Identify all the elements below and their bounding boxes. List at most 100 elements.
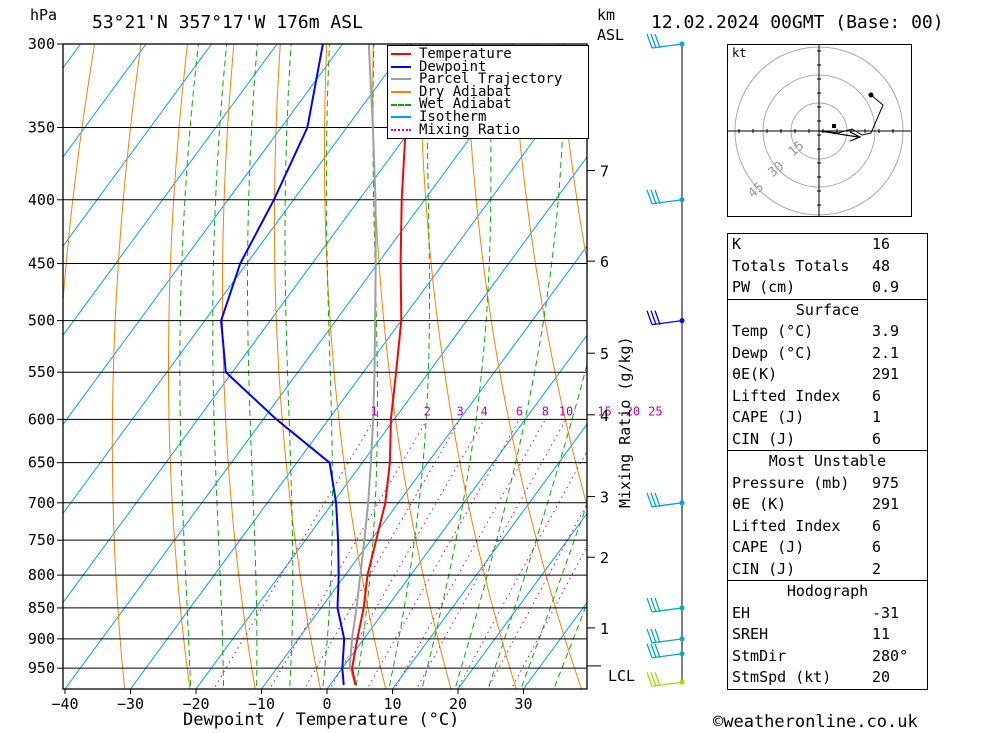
table-row: CAPE (J) 6 [728, 537, 927, 559]
table-row: θE(K) 291 [728, 364, 927, 386]
wind-barb [646, 310, 683, 326]
table-value: 48 [872, 256, 891, 275]
legend-label: Parcel Trajectory [419, 71, 563, 88]
table-label: Temp (°C) [732, 322, 814, 340]
pressure-tick-label: 500 [28, 312, 55, 330]
hodograph-stats-title: Hodograph [786, 582, 869, 600]
mixing-ratio-line [394, 419, 546, 689]
legend-item: Dewpoint [388, 60, 588, 73]
wind-barb-flag [646, 672, 653, 687]
table-label: Dewp (°C) [732, 343, 814, 362]
km-axis-label: km [597, 6, 616, 24]
table-label: StmDir [732, 646, 787, 665]
wind-barb-flag [646, 643, 653, 658]
wind-barb-staff [651, 502, 683, 508]
table-label: CIN (J) [732, 559, 796, 578]
table-row: CIN (J) 6 [728, 429, 927, 451]
lcl-label: LCL [608, 667, 636, 685]
temperature-tick-label: 30 [514, 695, 532, 713]
table-value: 2 [872, 559, 882, 578]
wind-barb-flag [654, 597, 661, 613]
hodograph-kt-label: kt [732, 46, 747, 60]
pressure-tick-label: 550 [28, 363, 55, 381]
table-row: θE (K) 291 [728, 494, 927, 516]
km-tick-label: 3 [600, 489, 609, 507]
table-label: Pressure (mb) [732, 473, 850, 492]
table-value: 6 [872, 516, 882, 535]
km-tick-label: 5 [600, 345, 609, 363]
datetime-title: 12.02.2024 00GMT (Base: 00) [651, 12, 944, 33]
wind-barb-flag [654, 643, 661, 658]
dry-adiabat [273, 44, 321, 689]
isotherm-line [63, 44, 278, 337]
table-row: Dewp (°C) 2.1 [728, 343, 927, 365]
dry-adiabat [419, 44, 517, 689]
table-row: K 16 [728, 234, 927, 256]
dry-adiabat [977, 44, 1000, 696]
isotherm-line [391, 423, 587, 689]
temperature-tick-label: −30 [117, 695, 144, 713]
mixing-ratio-line [213, 419, 375, 689]
table-value: 6 [872, 429, 882, 448]
wind-barb [646, 33, 683, 49]
isotherm-line [0, 44, 15, 696]
legend-swatch [391, 78, 411, 81]
table-value: 291 [872, 365, 900, 383]
legend: Temperature Dewpoint Parcel Trajectory Dry … [387, 45, 589, 139]
table-label: K [732, 235, 742, 253]
table-row: PW (cm) 0.9 [728, 277, 927, 299]
table-label: Totals Totals [732, 256, 850, 275]
table-label: SREH [732, 625, 769, 643]
table-value: 3.9 [872, 322, 900, 340]
wind-barb-flag [646, 492, 653, 508]
table-label: PW (cm) [732, 278, 796, 296]
mixing-ratio-label: 25 [648, 404, 662, 418]
mixing-ratio-line [269, 419, 428, 689]
dry-adiabat [930, 44, 1000, 696]
hodograph-ring-label: 45 [745, 180, 767, 202]
legend-swatch [391, 91, 411, 94]
wind-barb-flag [646, 33, 653, 49]
temperature-tick-label: 0 [322, 695, 331, 713]
isotherm-line [63, 44, 474, 604]
legend-swatch [391, 128, 411, 131]
legend-swatch [391, 53, 411, 56]
wind-barb-staff [651, 199, 683, 205]
legend-item: Wet Adiabat [388, 98, 588, 111]
table-row: Pressure (mb) 975 [728, 473, 927, 495]
pressure-tick-label: 700 [28, 494, 55, 512]
wind-barb [646, 492, 683, 508]
legend-label: Temperature [419, 46, 512, 62]
pressure-tick-label: 400 [28, 191, 55, 209]
legend-item: Parcel Trajectory [388, 71, 588, 88]
hodograph-point [868, 92, 874, 98]
wind-barb [646, 672, 683, 687]
isotherm-line [63, 44, 147, 158]
pressure-tick-label: 950 [28, 659, 55, 677]
pressure-tick-label: 600 [28, 410, 55, 428]
wind-barb-flag [650, 492, 657, 508]
pressure-tick-label: 650 [28, 454, 55, 472]
table-label: CAPE (J) [732, 538, 805, 556]
wind-barb-flag [646, 189, 653, 204]
isotherm-line [64, 44, 540, 689]
temperature-tick-label: −40 [51, 695, 78, 713]
table-label: Lifted Index [732, 386, 841, 405]
isotherm-line [63, 44, 212, 247]
pressure-tick-label: 850 [28, 599, 55, 617]
table-row: StmDir 280° [728, 646, 927, 668]
mixing-ratio-label: 4 [481, 404, 488, 418]
mixing-ratio-label: 8 [542, 404, 549, 418]
dry-adiabat [558, 44, 587, 264]
table-label: EH [732, 603, 751, 622]
mixing-ratio-label: 20 [626, 404, 640, 418]
hodograph-trace [821, 94, 884, 136]
wind-barb-staff [651, 681, 683, 687]
legend-swatch [391, 65, 411, 68]
table-label: θE(K) [732, 365, 778, 383]
wind-barb-flag [654, 33, 661, 49]
table-value: 20 [872, 668, 891, 686]
table-label: Lifted Index [732, 516, 841, 535]
dry-adiabat [168, 44, 191, 689]
